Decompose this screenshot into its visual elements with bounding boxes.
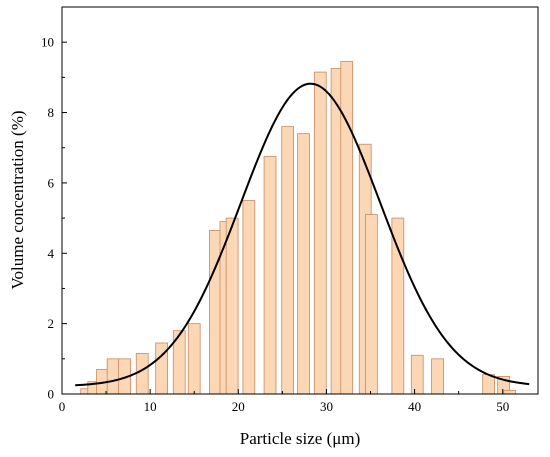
- y-tick-label-10: 10: [41, 35, 54, 50]
- y-axis-title: Volume concentration (%): [8, 110, 27, 289]
- bar-26: [503, 390, 517, 395]
- y-tick-label-2: 2: [48, 316, 55, 331]
- bar-21: [391, 217, 405, 395]
- bar-12: [242, 200, 256, 395]
- bar-24: [482, 374, 495, 395]
- bar-18: [340, 61, 354, 395]
- x-tick-label-40: 40: [408, 399, 421, 414]
- bar-20: [365, 214, 378, 395]
- x-tick-label-20: 20: [232, 399, 245, 414]
- y-ticks-group: 0 2 4 6 8 10: [41, 35, 67, 402]
- bar-22: [410, 354, 424, 395]
- bar-23: [431, 358, 444, 395]
- bar-13: [263, 156, 277, 395]
- x-axis-title: Particle size (μm): [240, 429, 361, 448]
- x-tick-label-10: 10: [144, 399, 157, 414]
- bar-14: [281, 126, 295, 395]
- bars-group: [80, 61, 517, 395]
- x-tick-label-0: 0: [59, 399, 66, 414]
- fit-curve: [75, 82, 530, 387]
- y-tick-label-0: 0: [48, 387, 55, 402]
- bar-3: [106, 358, 120, 395]
- bar-5: [135, 353, 149, 395]
- y-tick-label-4: 4: [48, 246, 55, 261]
- x-tick-label-30: 30: [320, 399, 333, 414]
- bar-16: [313, 71, 327, 395]
- bar-8: [187, 323, 201, 395]
- plot-frame: [61, 6, 539, 395]
- bar-15: [297, 133, 310, 395]
- y-tick-label-8: 8: [48, 105, 55, 120]
- bar-11: [225, 217, 239, 395]
- x-ticks-group: 0 10 20 30 40 50: [59, 389, 509, 414]
- y-tick-label-6: 6: [48, 175, 55, 190]
- x-tick-label-50: 50: [496, 399, 509, 414]
